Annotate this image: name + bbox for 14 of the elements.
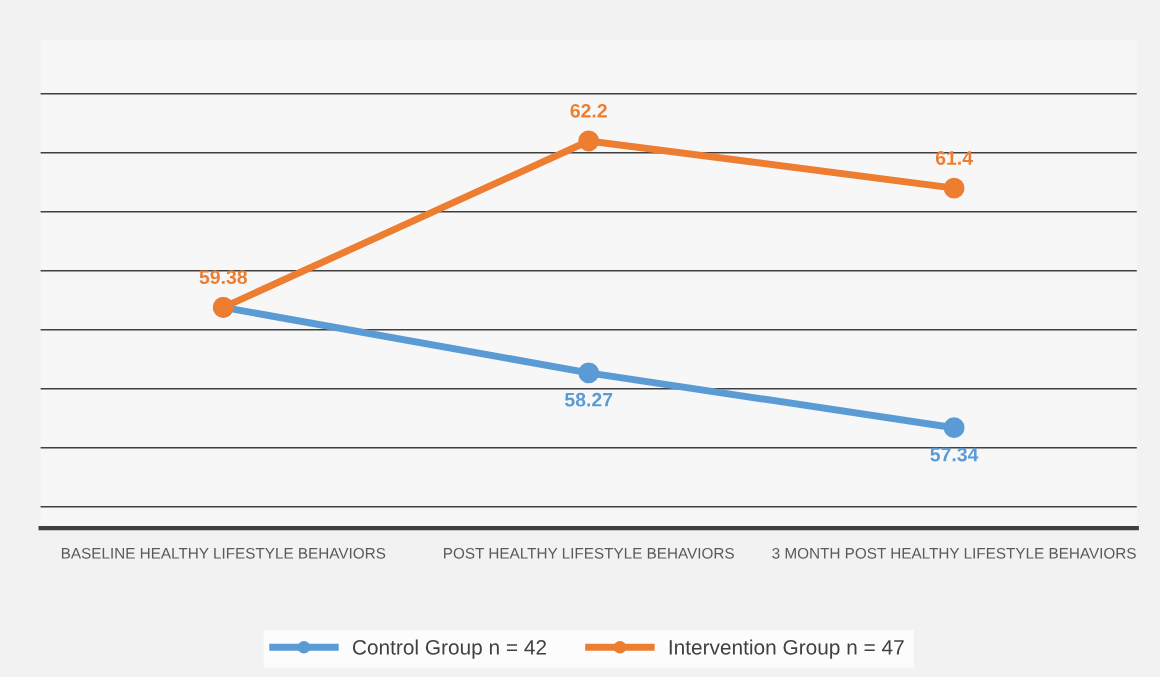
point <box>943 417 965 439</box>
point <box>943 177 965 199</box>
point <box>578 362 600 384</box>
data-label: 61.4 <box>935 151 973 165</box>
point <box>578 130 600 152</box>
x-tick-label: 3 MONTH POST HEALTHY LIFESTYLE BEHAVIORS <box>772 547 1136 559</box>
x-tick-label: BASELINE HEALTHY LIFESTYLE BEHAVIORS <box>61 547 386 559</box>
data-label: 59.38 <box>199 270 248 285</box>
legend-label: Intervention Group n = 47 <box>669 639 904 659</box>
data-label: 62.2 <box>570 103 607 118</box>
x-tick-label: POST HEALTHY LIFESTYLE BEHAVIORS <box>444 547 734 559</box>
legend-label: Control Group n = 42 <box>352 639 546 659</box>
data-label: 57.34 <box>930 447 979 462</box>
data-label: 58.27 <box>564 392 613 407</box>
